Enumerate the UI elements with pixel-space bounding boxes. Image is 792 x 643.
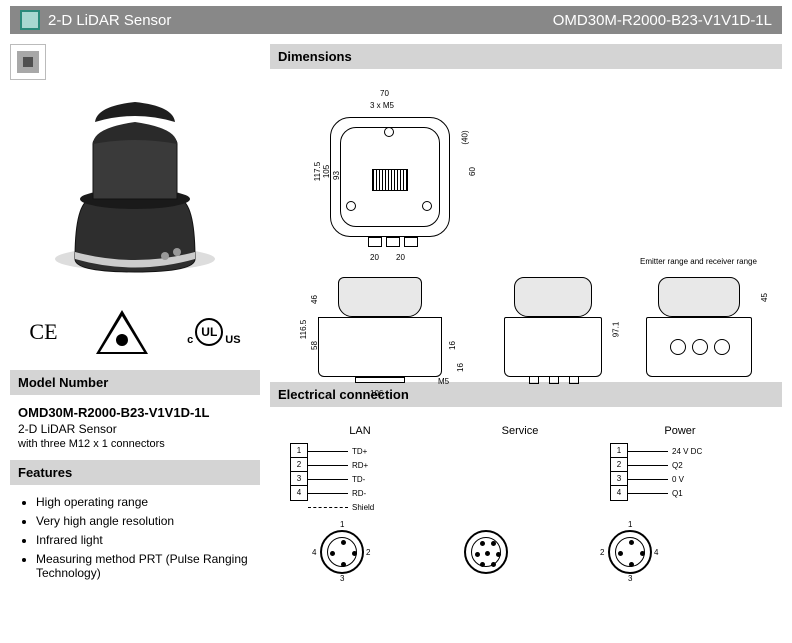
m12-pin3: 3 <box>628 574 632 583</box>
m12-pin2: 2 <box>600 548 604 557</box>
feature-item: Infrared light <box>36 533 252 547</box>
m12-pin4: 4 <box>654 548 658 557</box>
pin-num: 2 <box>291 458 307 472</box>
dim-20b: 20 <box>396 253 405 262</box>
pin-label: Q2 <box>672 461 683 470</box>
m12-pin4: 4 <box>312 548 316 557</box>
pin-num: 2 <box>611 458 627 472</box>
dim-106: 106 <box>370 389 383 398</box>
pin-label: Q1 <box>672 489 683 498</box>
ul-left: c <box>187 334 193 346</box>
m12-power: 1 4 3 2 <box>608 530 652 574</box>
pin-label: TD- <box>352 475 365 484</box>
connector-faces: 1 2 3 4 <box>270 512 782 574</box>
ul-right: US <box>225 334 240 346</box>
dimensions-heading: Dimensions <box>270 44 782 69</box>
product-image <box>35 84 235 294</box>
power-block: Power 1 2 3 4 24 V DC Q2 0 V Q1 <box>610 425 750 512</box>
features-list: High operating range Very high angle res… <box>10 491 260 580</box>
feature-item: Measuring method PRT (Pulse Ranging Tech… <box>36 552 252 580</box>
dim-105: 105 <box>322 165 331 178</box>
pin-num: 1 <box>611 444 627 458</box>
model-number-heading: Model Number <box>10 370 260 395</box>
page-header: 2-D LiDAR Sensor OMD30M-R2000-B23-V1V1D-… <box>10 6 782 34</box>
ul-mark: c UL US <box>187 318 240 346</box>
pin-num: 4 <box>291 486 307 500</box>
dim-46: 46 <box>310 295 319 304</box>
pin-num: 3 <box>291 472 307 486</box>
side-view: 116.5 46 58 106 M5 16 16 <box>300 277 470 427</box>
pin-label: 24 V DC <box>672 447 702 456</box>
dim-m5: M5 <box>438 377 449 386</box>
pin-num: 4 <box>611 486 627 500</box>
dim-97-1: 97.1 <box>611 322 620 338</box>
left-column: CE c UL US Model Number OMD30M-R2000-B23… <box>10 44 270 585</box>
model-description: 2-D LiDAR Sensor <box>10 422 260 438</box>
top-view: 70 3 x M5 117.5 105 93 (40) 60 20 20 <box>310 97 470 267</box>
m12-pin2: 2 <box>366 548 370 557</box>
m12-service <box>464 530 508 574</box>
lan-block: LAN 1 2 3 4 TD+ RD+ TD- RD- <box>290 425 430 512</box>
service-block: Service <box>480 425 560 512</box>
pin-label: 0 V <box>672 475 684 484</box>
dim-16a: 16 <box>448 341 457 350</box>
pin-label: TD+ <box>352 447 367 456</box>
header-part-number: OMD30M-R2000-B23-V1V1D-1L <box>553 12 772 29</box>
model-number: OMD30M-R2000-B23-V1V1D-1L <box>10 401 260 422</box>
dim-45: 45 <box>760 293 769 302</box>
dim-116-5: 116.5 <box>299 320 308 339</box>
ul-circle: UL <box>195 318 223 346</box>
emitter-range-label: Emitter range and receiver range <box>640 257 757 266</box>
dim-20a: 20 <box>370 253 379 262</box>
m12-pin3: 3 <box>340 574 344 583</box>
laser-warning-icon <box>96 310 148 354</box>
pin-num: 1 <box>291 444 307 458</box>
ce-mark: CE <box>29 319 57 345</box>
dim-70: 70 <box>380 89 389 98</box>
dim-40: (40) <box>461 130 470 144</box>
dim-58: 58 <box>310 341 319 350</box>
back-view: 45 <box>640 277 770 427</box>
pin-num: 3 <box>611 472 627 486</box>
feature-item: High operating range <box>36 495 252 509</box>
dim-60: 60 <box>468 167 477 176</box>
m12-lan: 1 2 3 4 <box>320 530 364 574</box>
m12-pin1: 1 <box>340 520 344 529</box>
certifications: CE c UL US <box>10 310 260 354</box>
electrical-diagram: LAN 1 2 3 4 TD+ RD+ TD- RD- <box>270 415 782 512</box>
dim-93: 93 <box>332 171 341 180</box>
model-subdescription: with three M12 x 1 connectors <box>10 438 260 460</box>
shield-label: Shield <box>352 503 374 512</box>
front-view: 97.1 <box>490 277 630 427</box>
features-heading: Features <box>10 460 260 485</box>
dim-16b: 16 <box>456 363 465 372</box>
feature-item: Very high angle resolution <box>36 514 252 528</box>
thumbnail[interactable] <box>10 44 46 80</box>
pin-label: RD- <box>352 489 366 498</box>
header-title: 2-D LiDAR Sensor <box>48 12 553 29</box>
pin-label: RD+ <box>352 461 368 470</box>
m12-pin1: 1 <box>628 520 632 529</box>
right-column: Dimensions 70 3 x M5 117.5 105 93 (40) 6… <box>270 44 782 585</box>
dim-117-5: 117.5 <box>313 162 322 181</box>
dim-3xm5: 3 x M5 <box>370 101 394 110</box>
dimensions-diagram: 70 3 x M5 117.5 105 93 (40) 60 20 20 116… <box>270 77 782 382</box>
header-icon <box>20 10 40 30</box>
